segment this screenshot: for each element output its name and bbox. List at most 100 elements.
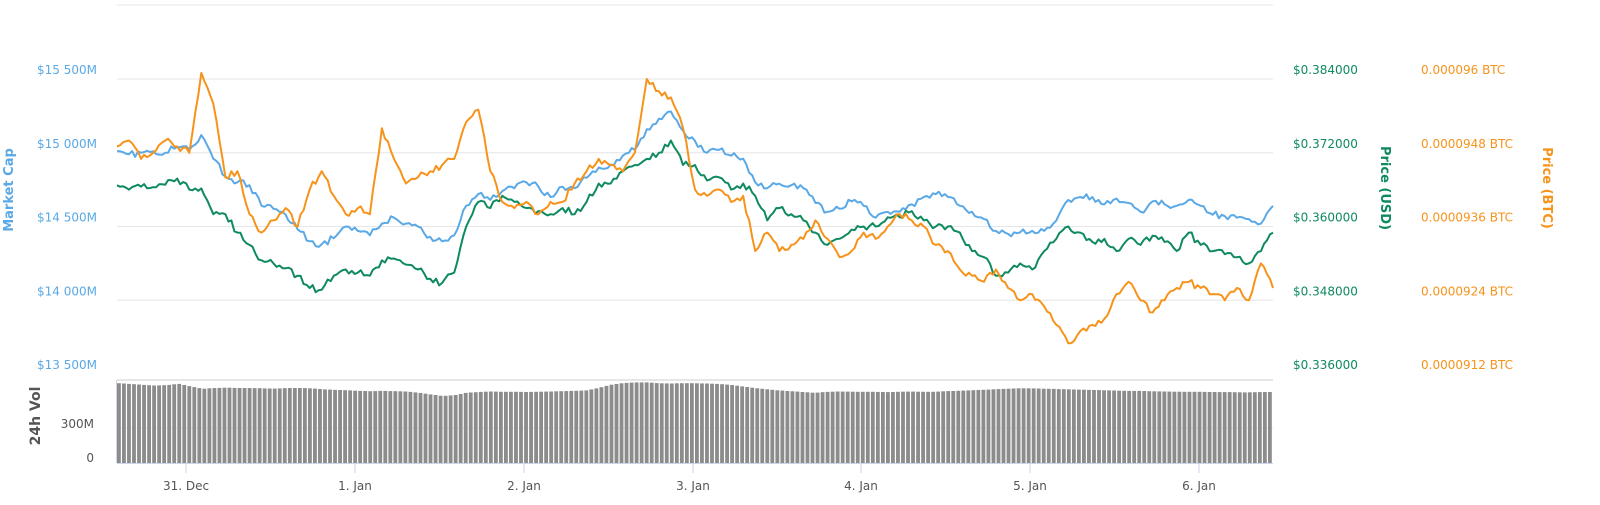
volume-bar [272,388,277,463]
volume-bar [1071,389,1076,463]
volume-bar [780,390,785,463]
price-usd-tick-label: $0.348000 [1293,284,1358,298]
volume-bar [132,384,136,463]
volume-bar [1031,388,1036,463]
volume-bar [1267,392,1272,463]
volume-bar [323,389,327,463]
volume-bar [252,388,257,463]
volume-bar [564,391,569,463]
volume-bar [137,384,141,463]
volume-bar [1046,388,1051,463]
volume-bar [388,391,393,463]
volume-bar [921,391,925,463]
volume-bar [343,390,347,463]
volume-bar [619,383,624,463]
volume-bar [1051,388,1056,463]
volume-bar [182,385,187,463]
volume-bar [227,387,232,463]
volume-bar [463,392,468,463]
volume-bar [1097,390,1101,463]
volume-bar [333,389,337,463]
volume-bar [1172,391,1177,463]
volume-bar [936,391,941,463]
volume-bar [423,393,428,463]
volume-bar [529,391,533,463]
volume-bar [217,387,222,463]
volume-bar [222,387,227,463]
volume-bar [579,390,584,463]
x-tick-label: 2. Jan [507,479,541,493]
volume-bar [368,391,373,463]
volume-bar [896,391,900,463]
volume-bar [689,383,694,463]
volume-bar [197,388,202,463]
volume-bar [1202,391,1207,463]
market-cap-tick-label: $15 000M [37,137,97,151]
volume-bar [1192,391,1197,463]
volume-bar [167,384,172,463]
volume-bar [147,385,151,463]
volume-bar [172,384,177,463]
volume-bar [473,392,478,463]
volume-bar [885,392,890,463]
volume-bar [1006,388,1011,463]
volume-bar [1167,391,1172,463]
volume-bar [916,391,920,463]
volume-bar [725,384,729,463]
volume-bar [1107,390,1111,463]
volume-bar [348,390,353,463]
volume-bar [559,391,564,463]
price-usd-tick-label: $0.384000 [1293,63,1358,77]
x-tick-label: 5. Jan [1013,479,1047,493]
volume-bar [629,382,634,463]
price-btc-tick-label: 0.0000948 BTC [1421,137,1513,151]
volume-bar [745,387,750,463]
volume-bar [262,388,267,463]
volume-bar [1232,392,1237,463]
volume-bar [353,390,358,463]
volume-bar [232,387,237,463]
price-usd-tick-label: $0.360000 [1293,211,1358,225]
volume-bar [498,391,503,463]
volume-bar [1082,389,1086,463]
volume-bar [715,383,719,463]
volume-bar [1137,390,1142,463]
volume-bar [825,391,830,463]
volume-bar [478,391,483,463]
volume-bar [765,389,770,463]
volume-bar [775,390,780,463]
volume-bar [684,383,689,463]
volume-bar [297,388,302,463]
volume-bar [1142,391,1147,463]
volume-bar [710,383,714,463]
x-tick-label: 31. Dec [163,479,209,493]
volume-bar [458,394,463,463]
volume-bar [408,391,413,463]
volume-bar [941,391,946,463]
volume-bar [277,388,282,463]
volume-bar [514,391,518,463]
volume-bar [750,387,755,463]
x-axis: 31. Dec 1. Jan 2. Jan 3. Jan 4. Jan 5. Jan 6. … [163,463,1216,493]
volume-bar [951,391,956,463]
volume-bar [1026,388,1031,463]
volume-bar [1036,388,1041,463]
volume-bar [509,391,513,463]
volume-bar [483,391,488,463]
volume-bar [795,391,800,463]
market-cap-line [117,110,1274,248]
volume-bar [1016,388,1021,463]
volume-bar [639,382,644,463]
volume-bar [1127,390,1132,463]
volume-bar [1041,388,1046,463]
volume-bar [926,391,931,463]
volume-bar [880,392,885,463]
volume-bar [679,383,684,463]
volume-bar [785,391,790,463]
volume-bar [594,388,599,463]
volume-bar [554,391,559,463]
volume-bar [790,391,795,463]
volume-bar [891,392,895,463]
volume-bar [946,391,951,463]
volume-bar [549,391,554,463]
